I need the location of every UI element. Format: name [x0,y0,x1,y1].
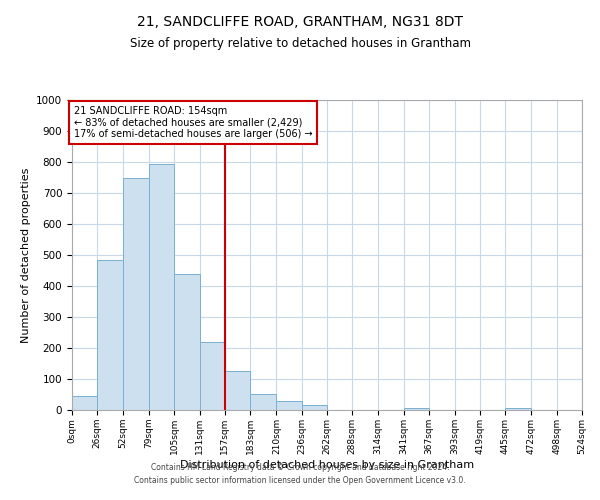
Text: Size of property relative to detached houses in Grantham: Size of property relative to detached ho… [130,38,470,51]
Bar [302,406,327,410]
Bar [225,371,250,410]
Bar [122,178,149,410]
Bar [72,396,97,410]
Bar [277,402,302,410]
X-axis label: Distribution of detached houses by size in Grantham: Distribution of detached houses by size … [180,460,474,469]
Text: Contains HM Land Registry data © Crown copyright and database right 2024.
Contai: Contains HM Land Registry data © Crown c… [134,464,466,485]
Text: 21 SANDCLIFFE ROAD: 154sqm
← 83% of detached houses are smaller (2,429)
17% of s: 21 SANDCLIFFE ROAD: 154sqm ← 83% of deta… [74,106,313,140]
Y-axis label: Number of detached properties: Number of detached properties [20,168,31,342]
Bar [199,342,225,410]
Bar [174,274,200,410]
Bar [149,164,174,410]
Bar [505,408,532,410]
Bar [404,408,429,410]
Text: 21, SANDCLIFFE ROAD, GRANTHAM, NG31 8DT: 21, SANDCLIFFE ROAD, GRANTHAM, NG31 8DT [137,15,463,29]
Bar [97,260,122,410]
Bar [250,394,277,410]
